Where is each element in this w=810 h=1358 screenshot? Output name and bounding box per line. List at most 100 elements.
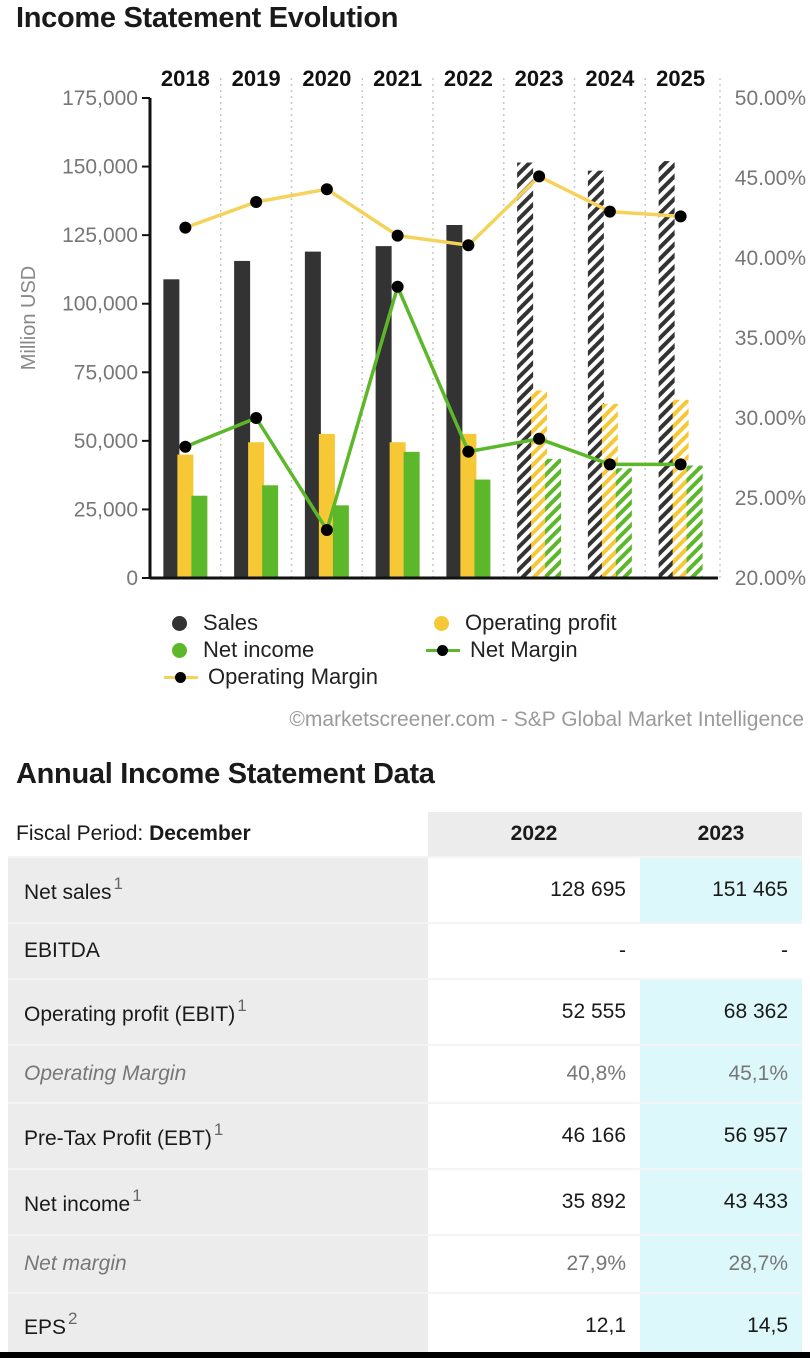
operating-margin-point-2024 xyxy=(603,205,616,218)
table-row: Pre-Tax Profit (EBT) 1 46 166 56 957 xyxy=(8,1102,802,1169)
operating-margin-point-2020 xyxy=(320,183,333,196)
x-tick-label-2024: 2024 xyxy=(585,66,635,91)
row-label-text: Pre-Tax Profit (EBT) xyxy=(24,1126,212,1150)
table-row: Net sales 1 128 695 151 465 xyxy=(8,856,802,923)
operating-margin-point-2025 xyxy=(674,210,687,223)
y-tick-label: 100,000 xyxy=(62,293,138,316)
table-row: EPS 2 12,1 14,5 xyxy=(8,1292,802,1357)
footnote-marker[interactable]: 1 xyxy=(132,1185,142,1205)
y-tick-label: 25,000 xyxy=(74,498,138,521)
cell-2022: - xyxy=(428,922,640,979)
cell-2023: 28,7% xyxy=(640,1234,802,1293)
net-margin-point-2021 xyxy=(391,280,404,293)
net-income-bar-2022 xyxy=(474,479,491,578)
operating-margin-line xyxy=(184,174,681,247)
cell-2023: 68 362 xyxy=(640,978,802,1045)
chart-credit: ©marketscreener.com - S&P Global Market … xyxy=(289,708,804,731)
legend-net-margin-swatch xyxy=(426,643,460,658)
y2-tick-label: 40.00% xyxy=(735,247,806,270)
operating-profit-bar-2020 xyxy=(318,434,335,578)
footnote-marker[interactable]: 1 xyxy=(237,995,247,1015)
table-row: Net margin 27,9% 28,7% xyxy=(8,1234,802,1293)
operating-profit-bar-2019 xyxy=(248,442,265,578)
income-chart: 2018 2019 2020 2021 2022 2023 2024 2025 0 25,000 5… xyxy=(18,66,806,590)
operating-margin-point-2018 xyxy=(179,221,192,234)
y-axis-label: Million USD xyxy=(18,266,40,370)
row-label-text: Net sales xyxy=(24,880,112,904)
legend-net-income-label: Net income xyxy=(203,637,315,662)
sales-bar-2022 xyxy=(446,225,463,578)
net-income-bar-2020 xyxy=(332,505,349,578)
net-income-bar-2018 xyxy=(191,495,208,578)
row-label-net-margin: Net margin xyxy=(8,1234,428,1293)
y2-tick-label: 50.00% xyxy=(735,87,806,110)
row-label-text: Net margin xyxy=(24,1252,127,1275)
row-label-net-income: Net income 1 xyxy=(8,1168,428,1235)
legend-net-margin: Net Margin xyxy=(426,637,578,663)
cell-2023: 56 957 xyxy=(640,1102,802,1169)
net-margin-point-2025 xyxy=(674,458,687,471)
cell-2022: 128 695 xyxy=(428,856,640,923)
y-tick-label: 0 xyxy=(126,567,138,590)
footnote-marker[interactable]: 2 xyxy=(68,1309,78,1328)
sales-bar-2024 xyxy=(587,170,604,578)
net-income-bar-2023 xyxy=(545,458,562,578)
column-header-2022[interactable]: 2022 xyxy=(428,812,640,857)
row-label-pre-tax-profit-ebt: Pre-Tax Profit (EBT) 1 xyxy=(8,1102,428,1169)
cell-2022: 35 892 xyxy=(428,1168,640,1235)
table-row: Net income 1 35 892 43 433 xyxy=(8,1168,802,1235)
y2-tick-label: 45.00% xyxy=(735,167,806,190)
y-tick-label: 75,000 xyxy=(74,361,138,384)
x-tick-label-2020: 2020 xyxy=(302,66,351,91)
footnote-marker[interactable]: 1 xyxy=(113,873,124,893)
x-tick-label-2018: 2018 xyxy=(161,66,210,91)
y-tick-label: 175,000 xyxy=(62,87,138,110)
net-income-bar-2024 xyxy=(615,468,632,578)
fiscal-period-value: December xyxy=(149,822,251,845)
net-margin-point-2019 xyxy=(250,412,263,424)
table-row: EBITDA - - xyxy=(8,922,802,979)
operating-margin-point-2021 xyxy=(391,229,404,242)
operating-margin-point-2022 xyxy=(462,239,475,252)
y2-tick-label: 25.00% xyxy=(735,487,806,510)
legend-net-margin-label: Net Margin xyxy=(470,637,578,662)
row-label-text: EPS xyxy=(24,1316,67,1339)
column-header-2023[interactable]: 2023 xyxy=(640,812,802,857)
cell-2022: 12,1 xyxy=(428,1292,640,1357)
cell-2022: 52 555 xyxy=(428,978,640,1045)
row-label-text: Operating profit (EBIT) xyxy=(24,1002,236,1026)
operating-margin-point-2023 xyxy=(533,170,546,183)
cell-2023: 45,1% xyxy=(640,1044,802,1103)
table-row: Operating Margin 40,8% 45,1% xyxy=(8,1044,802,1103)
table-row: Operating profit (EBIT) 1 52 555 68 362 xyxy=(8,978,802,1045)
net-margin-point-2020 xyxy=(320,524,333,536)
row-label-operating-margin: Operating Margin xyxy=(8,1044,428,1103)
net-margin-line xyxy=(184,285,681,532)
operating-profit-bar-2018 xyxy=(177,454,194,578)
y-tick-label: 50,000 xyxy=(74,430,138,453)
row-label-ebitda: EBITDA xyxy=(8,922,428,979)
income-table: Fiscal Period: December 2022 2023 Net sa… xyxy=(8,812,802,1357)
chart-title: Income Statement Evolution xyxy=(16,2,399,34)
x-tick-label-2019: 2019 xyxy=(232,66,281,91)
operating-profit-bar-2023 xyxy=(531,390,548,578)
row-label-text: Operating Margin xyxy=(24,1062,187,1085)
legend-sales-label: Sales xyxy=(203,610,259,635)
sales-bar-2018 xyxy=(163,279,180,578)
table-title: Annual Income Statement Data xyxy=(16,758,435,790)
legend-operating-margin-swatch xyxy=(164,670,198,685)
cell-2022: 40,8% xyxy=(428,1044,640,1103)
x-tick-label-2023: 2023 xyxy=(515,66,564,91)
row-label-eps: EPS 2 xyxy=(8,1292,428,1357)
cell-2023: 151 465 xyxy=(640,856,802,923)
footnote-marker[interactable]: 1 xyxy=(213,1119,224,1139)
y2-tick-label: 30.00% xyxy=(735,407,806,430)
x-tick-label-2021: 2021 xyxy=(373,66,422,91)
legend-net-income-swatch xyxy=(172,642,187,658)
cell-2022: 27,9% xyxy=(428,1234,640,1293)
sales-bar-2025 xyxy=(658,161,675,578)
operating-profit-bar-2025 xyxy=(672,399,689,578)
net-income-bar-2019 xyxy=(262,485,279,578)
cell-2023: - xyxy=(640,922,802,979)
legend-operating-margin: Operating Margin xyxy=(164,664,378,690)
